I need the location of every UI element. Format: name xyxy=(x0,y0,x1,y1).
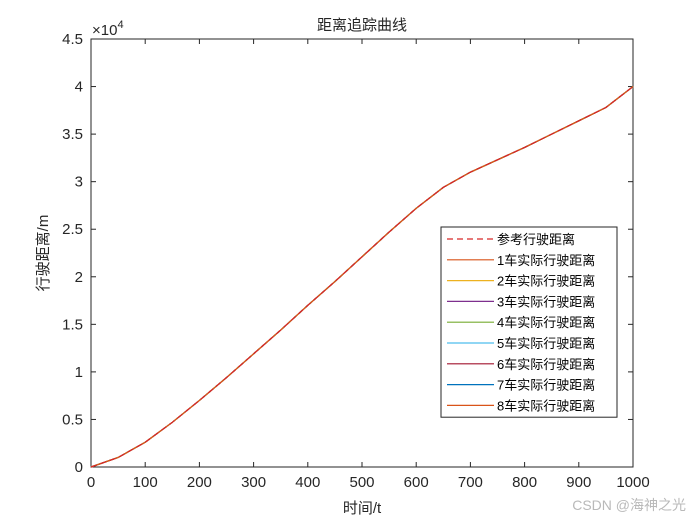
svg-text:2: 2 xyxy=(75,269,83,286)
svg-text:2车实际行驶距离: 2车实际行驶距离 xyxy=(497,274,595,289)
svg-text:参考行驶距离: 参考行驶距离 xyxy=(497,232,575,247)
svg-text:700: 700 xyxy=(458,474,483,491)
svg-text:×104: ×104 xyxy=(92,19,124,39)
svg-text:0.5: 0.5 xyxy=(62,411,83,428)
y-axis-label: 行驶距离/m xyxy=(35,215,52,292)
svg-text:4.5: 4.5 xyxy=(62,31,83,48)
watermark: CSDN @海神之光 xyxy=(572,497,686,513)
svg-text:3.5: 3.5 xyxy=(62,126,83,143)
data-lines xyxy=(90,86,634,468)
svg-text:6车实际行驶距离: 6车实际行驶距离 xyxy=(497,357,595,372)
svg-text:7车实际行驶距离: 7车实际行驶距离 xyxy=(497,378,595,393)
svg-text:3: 3 xyxy=(75,174,83,191)
svg-text:1: 1 xyxy=(75,364,83,381)
svg-text:600: 600 xyxy=(404,474,429,491)
svg-text:300: 300 xyxy=(241,474,266,491)
svg-text:0: 0 xyxy=(75,459,83,476)
svg-text:0: 0 xyxy=(87,474,95,491)
svg-text:900: 900 xyxy=(566,474,591,491)
chart-title: 距离追踪曲线 xyxy=(317,17,407,34)
x-axis-label: 时间/t xyxy=(343,500,382,517)
svg-text:400: 400 xyxy=(295,474,320,491)
svg-text:800: 800 xyxy=(512,474,537,491)
svg-text:4车实际行驶距离: 4车实际行驶距离 xyxy=(497,315,595,330)
svg-text:1000: 1000 xyxy=(616,474,649,491)
x-axis-ticks: 0 100 200 300 400 500 600 700 800 900 1000 xyxy=(87,39,650,491)
svg-text:5车实际行驶距离: 5车实际行驶距离 xyxy=(497,336,595,351)
legend: 参考行驶距离 1车实际行驶距离 2车实际行驶距离 3车实际行驶距离 4车实际行驶距离 5车… xyxy=(440,226,618,418)
svg-text:2.5: 2.5 xyxy=(62,221,83,238)
svg-text:200: 200 xyxy=(187,474,212,491)
svg-text:4: 4 xyxy=(75,79,83,96)
svg-text:1.5: 1.5 xyxy=(62,316,83,333)
svg-text:1车实际行驶距离: 1车实际行驶距离 xyxy=(497,253,595,268)
svg-text:8车实际行驶距离: 8车实际行驶距离 xyxy=(497,398,595,413)
y-exponent-label: ×104 xyxy=(92,19,124,39)
svg-text:100: 100 xyxy=(133,474,158,491)
svg-text:500: 500 xyxy=(349,474,374,491)
svg-text:3车实际行驶距离: 3车实际行驶距离 xyxy=(497,294,595,309)
y-axis-ticks: 0 0.5 1 1.5 2 2.5 3 3.5 4 4.5 xyxy=(62,31,633,476)
